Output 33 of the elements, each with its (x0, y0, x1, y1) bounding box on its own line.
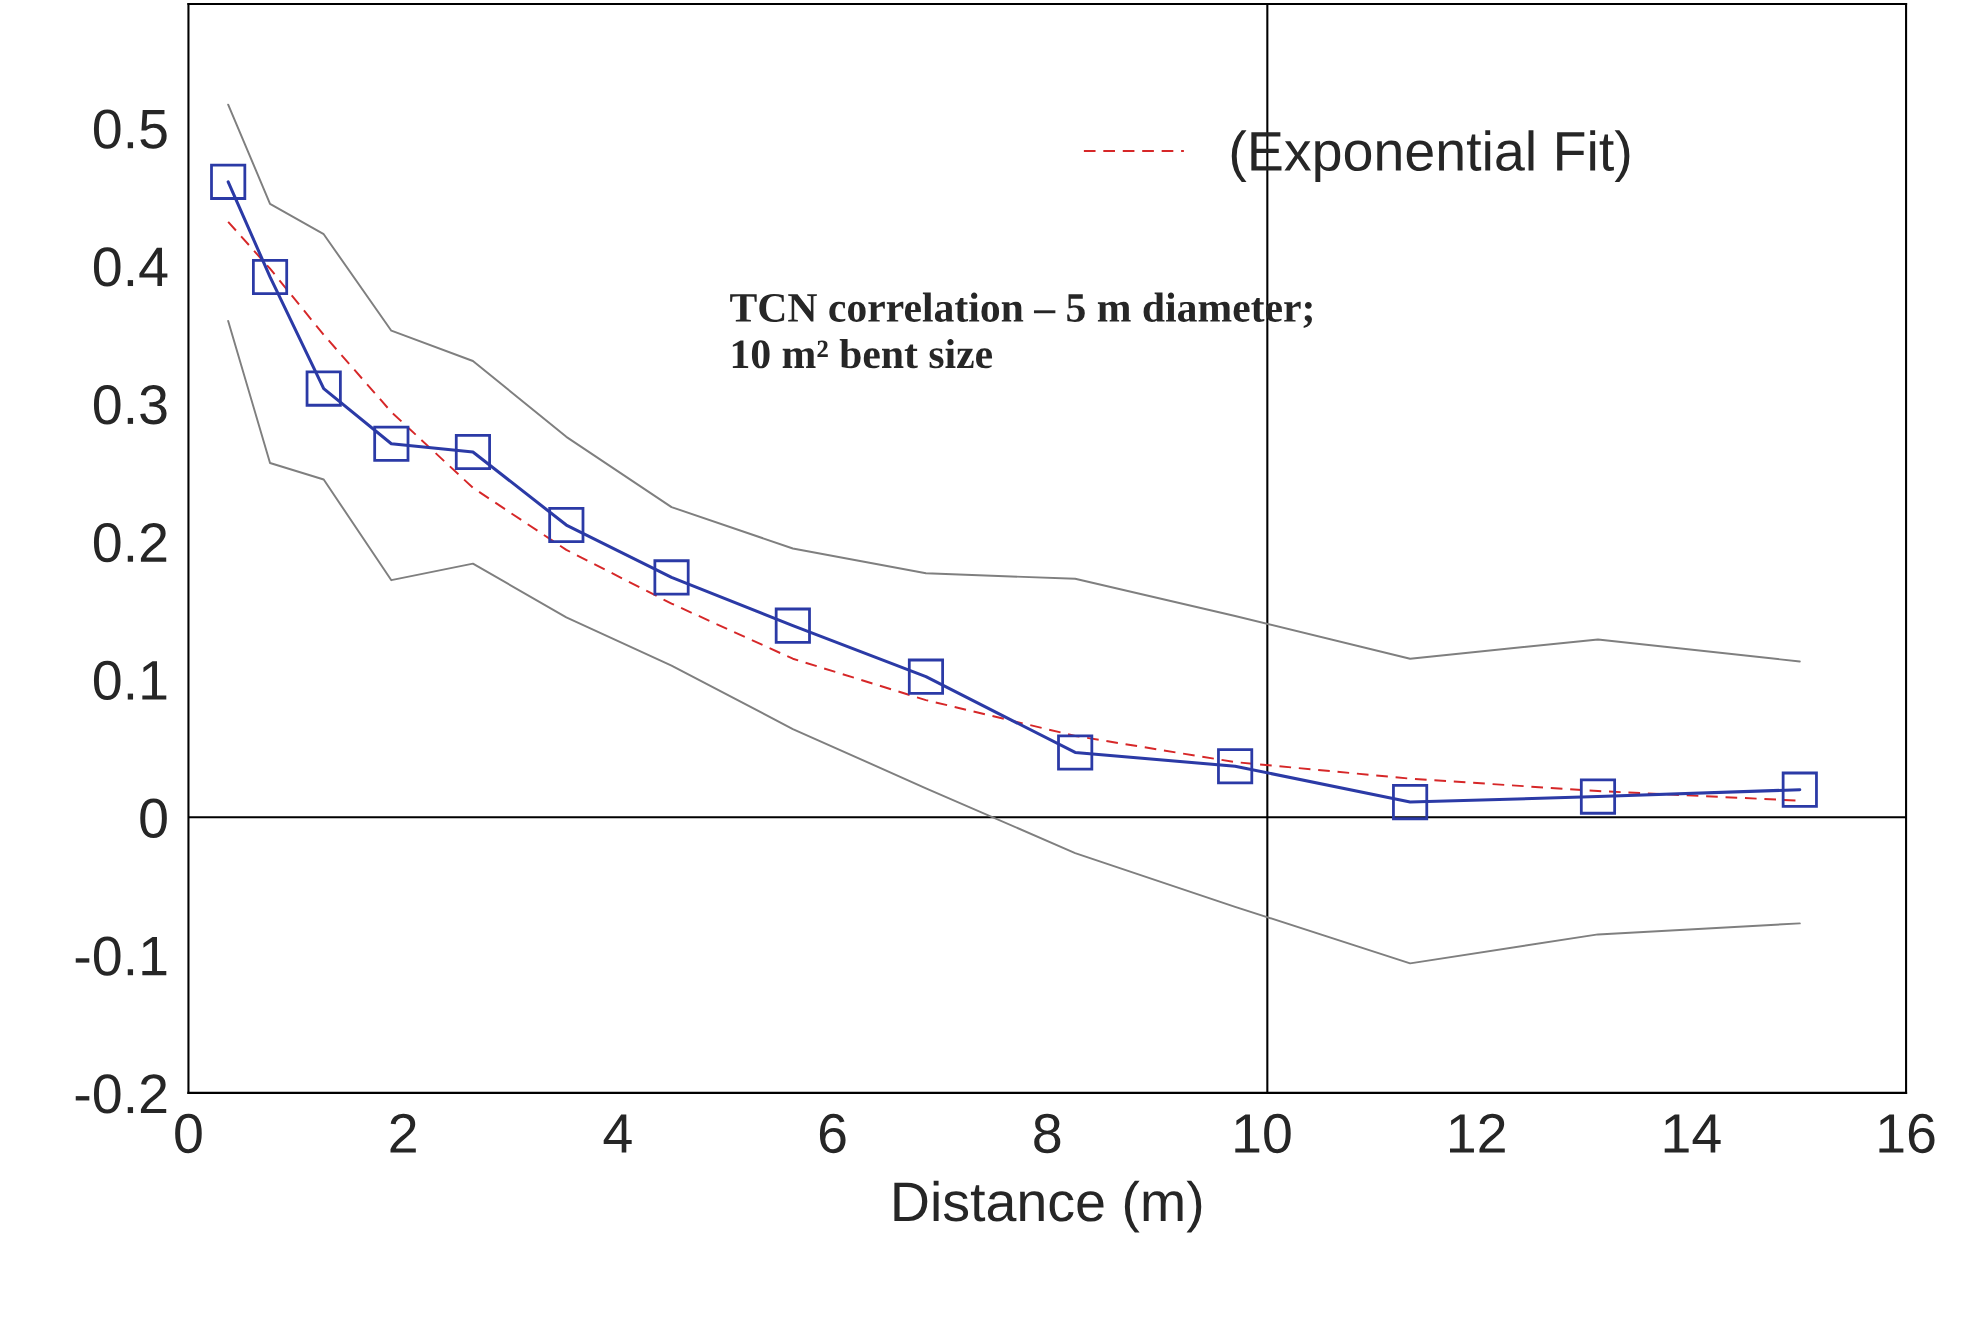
x-tick-label: 16 (1879, 1113, 1935, 1154)
y-tick-label: 0.2 (93, 522, 167, 563)
x-tick-label: 4 (603, 1114, 632, 1153)
x-tick-label: 14 (1664, 1114, 1721, 1153)
line-series (227, 103, 1801, 663)
x-tick-label: 2 (390, 1113, 416, 1153)
y-tick-label: 0.1 (93, 660, 167, 701)
y-tick-label: -0.2 (75, 1074, 167, 1114)
point (653, 559, 690, 596)
point (373, 425, 410, 462)
point (1579, 778, 1617, 815)
point (454, 433, 491, 471)
point (305, 370, 342, 407)
point (1057, 734, 1094, 771)
x-tick-label: 8 (1034, 1113, 1061, 1154)
point (1392, 784, 1429, 821)
y-tick-label: 0.3 (93, 385, 167, 425)
point (251, 258, 289, 295)
point (1217, 748, 1254, 785)
point (774, 607, 811, 644)
x-tick-label: 0 (175, 1113, 202, 1154)
x-axis-title: Distance (m) (894, 1180, 1202, 1233)
x-tick-label: 6 (819, 1113, 846, 1154)
x-tick-label: 12 (1450, 1113, 1505, 1153)
y-tick-label: -0.1 (75, 936, 167, 976)
y-tick-label: 0 (140, 798, 167, 838)
point (1781, 771, 1818, 808)
y-tick-label: 0.4 (93, 247, 168, 287)
point (907, 658, 945, 695)
point (210, 163, 247, 200)
point (548, 506, 585, 544)
x-tick-label: 10 (1235, 1113, 1291, 1154)
y-tick-label: 0.5 (93, 109, 167, 149)
